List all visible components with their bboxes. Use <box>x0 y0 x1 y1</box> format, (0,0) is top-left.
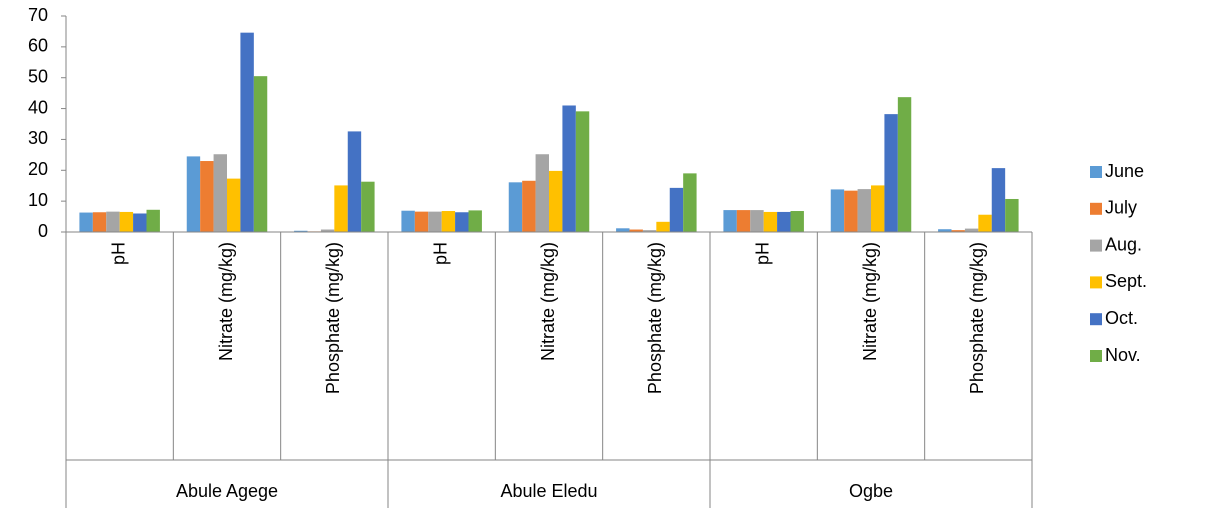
bar <box>616 228 630 232</box>
bar <box>186 156 201 232</box>
bar <box>119 211 134 232</box>
bar <box>884 114 898 232</box>
bar <box>642 230 657 232</box>
x-tick-label: Phosphate (mg/kg) <box>645 242 665 394</box>
y-tick-label: 20 <box>28 159 48 179</box>
group-label: Abule Eledu <box>500 481 597 501</box>
legend-swatch <box>1090 239 1102 252</box>
bar <box>240 32 254 232</box>
bar <box>763 211 778 232</box>
bar <box>428 211 442 232</box>
bar <box>683 173 697 232</box>
x-tick-label: Phosphate (mg/kg) <box>323 242 343 394</box>
bar <box>1005 198 1019 232</box>
legend-swatch <box>1090 166 1102 178</box>
bar <box>938 229 952 232</box>
bar <box>227 178 241 232</box>
x-tick-label: Nitrate (mg/kg) <box>538 242 558 361</box>
bar <box>535 154 549 232</box>
bar <box>790 211 804 232</box>
bar <box>549 170 563 232</box>
y-tick-label: 60 <box>28 36 48 56</box>
legend-label: Nov. <box>1105 345 1141 365</box>
x-tick-label: pH <box>430 242 450 265</box>
bar <box>978 214 992 232</box>
y-tick-label: 70 <box>28 5 48 25</box>
bar <box>253 76 268 233</box>
bar <box>361 181 375 232</box>
bar <box>468 210 482 232</box>
bar <box>294 230 308 232</box>
x-tick-label: pH <box>108 242 128 265</box>
bar <box>991 168 1006 232</box>
bar <box>508 182 523 232</box>
bar <box>213 154 227 232</box>
bar <box>79 212 93 232</box>
legend-label: Aug. <box>1105 234 1142 254</box>
bar <box>575 111 590 232</box>
bar <box>656 221 670 232</box>
bar <box>669 187 684 232</box>
bar <box>629 229 643 232</box>
bar <box>414 211 429 232</box>
bar <box>92 212 107 232</box>
bar <box>347 131 362 232</box>
y-tick-label: 10 <box>28 190 48 210</box>
bar <box>146 209 160 232</box>
bar <box>723 210 737 232</box>
bar <box>951 230 965 232</box>
y-tick-label: 0 <box>38 221 48 241</box>
bar <box>897 97 912 232</box>
x-tick-label: Nitrate (mg/kg) <box>860 242 880 361</box>
bar <box>857 189 871 232</box>
legend-swatch <box>1090 313 1102 326</box>
bar <box>522 180 536 232</box>
x-tick-label: Phosphate (mg/kg) <box>967 242 987 394</box>
bar <box>133 213 147 232</box>
legend-swatch <box>1090 202 1102 215</box>
x-tick-label: pH <box>752 242 772 265</box>
bar <box>830 189 845 232</box>
y-tick-label: 50 <box>28 66 48 86</box>
x-tick-label: Nitrate (mg/kg) <box>216 242 236 361</box>
bar <box>401 210 415 232</box>
bar <box>106 211 120 232</box>
bar <box>441 211 456 232</box>
group-label: Ogbe <box>849 481 893 501</box>
legend-label: July <box>1105 198 1137 218</box>
legend-swatch <box>1090 276 1102 289</box>
bar <box>750 210 764 232</box>
bar <box>844 190 858 232</box>
bar <box>964 228 979 232</box>
legend-label: June <box>1105 161 1144 181</box>
bar <box>562 105 576 232</box>
bar <box>871 185 885 232</box>
bar <box>334 185 348 232</box>
legend-label: Oct. <box>1105 308 1138 328</box>
legend-swatch <box>1090 350 1102 362</box>
y-tick-label: 40 <box>28 97 48 117</box>
group-label: Abule Agege <box>176 481 278 501</box>
y-tick-label: 30 <box>28 128 48 148</box>
legend-label: Sept. <box>1105 271 1147 291</box>
bar <box>736 210 751 232</box>
bar <box>200 161 214 232</box>
bar <box>777 211 791 232</box>
bar <box>320 229 335 232</box>
bar <box>455 212 469 232</box>
